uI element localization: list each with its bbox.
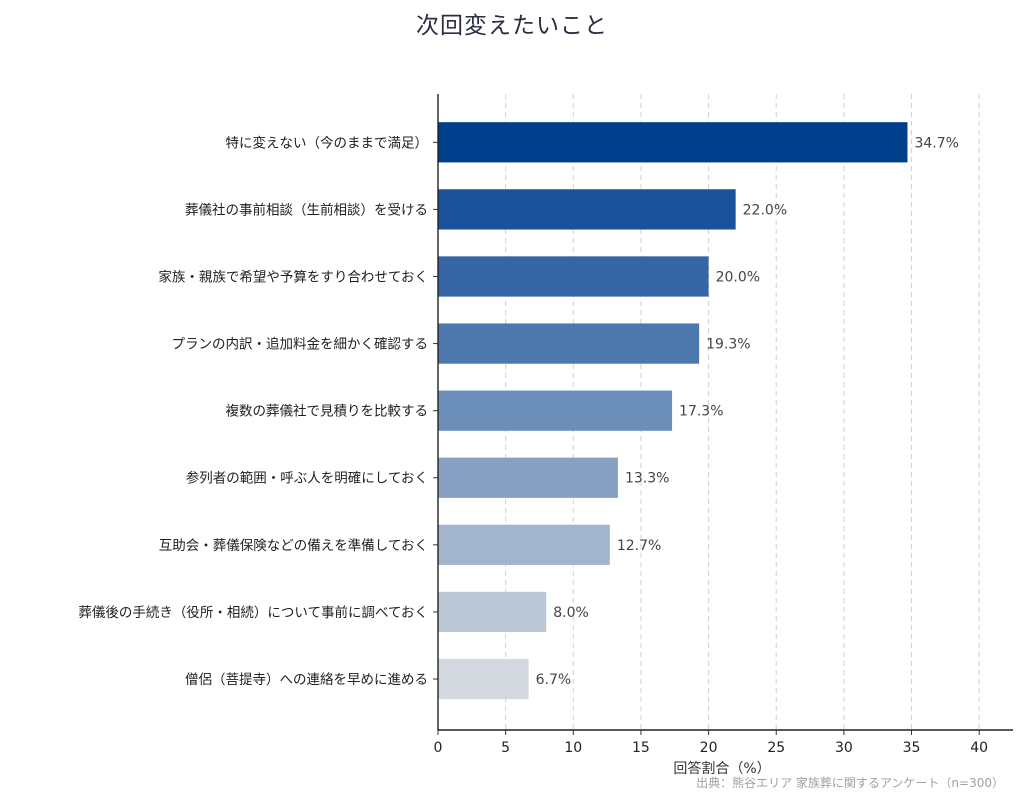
x-tick-label: 10 [564,740,582,756]
bar [438,323,700,364]
x-tick-label: 35 [903,740,921,756]
x-tick-label: 25 [767,740,785,756]
category-label: 特に変えない（今のままで満足） [226,134,429,151]
x-axis-title: 回答割合（%） [673,760,770,777]
value-label: 19.3% [706,337,750,353]
category-label: 複数の葬儀社で見積りを比較する [226,403,429,420]
value-label: 13.3% [625,471,669,487]
axes: 0 5 10 15 20 25 30 35 40 [433,94,1013,756]
bar [438,256,709,297]
category-label: 僧侶（菩提寺）への連絡を早めに進める [185,672,428,688]
bar [438,658,529,700]
x-tick-label: 30 [835,740,853,756]
category-label: 家族・親族で希望や予算をすり合わせておく [158,268,428,285]
value-label: 22.0% [743,202,787,218]
bar [438,189,736,230]
bar [438,122,908,163]
bar [438,390,673,431]
value-label: 12.7% [617,538,661,554]
category-label: 互助会・葬儀保険などの備えを準備しておく [159,538,428,554]
x-tick-label: 20 [700,740,718,756]
x-tick-label: 40 [970,740,988,756]
value-label: 34.7% [914,135,958,151]
category-label: 参列者の範囲・呼ぶ人を明確にしておく [186,470,428,487]
bar [438,524,610,565]
category-label: プランの内訳・追加料金を細かく確認する [172,337,429,353]
category-label: 葬儀後の手続き（役所・相続）について事前に調べておく [78,604,428,621]
x-tick-label: 0 [434,740,443,756]
category-labels: 特に変えない（今のままで満足） 葬儀社の事前相談（生前相談）を受ける家族・親族で希… [78,134,428,688]
category-label: 葬儀社の事前相談（生前相談）を受ける [185,201,428,218]
value-labels: 34.7% 22.0% 20.0% 19.3% 17.3% 13.3% 12.7% 8.0% 6… [536,135,959,688]
chart-title: 次回変えたいこと [416,13,608,39]
source-note: 出典：熊谷エリア 家族葬に関するアンケート（n=300） [696,776,1004,790]
x-tick-label: 15 [632,740,650,756]
bar [438,591,547,633]
value-label: 8.0% [553,605,589,621]
value-label: 17.3% [679,404,723,420]
x-tick-label: 5 [501,740,510,756]
bars [438,122,908,700]
bar [438,457,618,498]
value-label: 20.0% [716,269,760,285]
value-label: 6.7% [536,672,572,688]
